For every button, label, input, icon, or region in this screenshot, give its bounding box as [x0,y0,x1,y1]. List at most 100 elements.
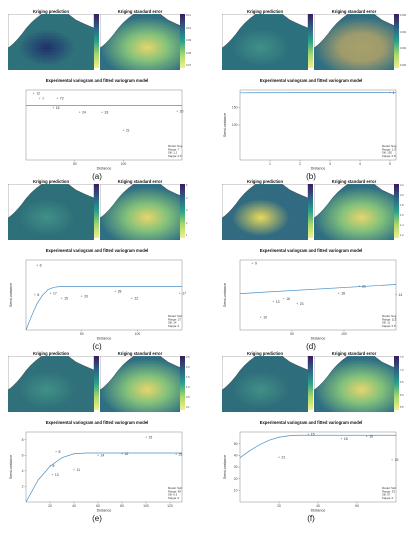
variogram-point-label: 14 [399,293,403,297]
model-legend-line: Kappa: 0.5 [382,154,396,158]
prediction-map-title: Kriging prediction [32,179,70,184]
variogram-point-label: 15 [64,297,68,301]
x-tick-label: 50 [73,162,77,166]
kriging-error-map: Kriging standard error [314,8,394,70]
x-tick-label: 50 [290,332,294,336]
color-scale-bar [308,356,313,410]
variogram-point-label: 15 [395,458,399,462]
prediction-map-title: Kriging prediction [246,351,284,356]
variogram-point: + [81,294,83,298]
subfigure-caption: (c) [92,342,102,351]
x-tick-label: 60 [96,504,100,508]
model-legend-line: Kappa: 0.5 [382,324,396,328]
prediction-map-title: Kriging prediction [246,179,284,184]
kriging-field [222,184,308,240]
color-scale-tick: 0.07 [186,64,192,67]
color-scale-tick: 0.03050 [400,14,406,17]
x-tick-label: 2 [299,162,301,166]
x-tick-label: 50 [80,332,84,336]
y-axis-label: Semi-variance [223,283,227,307]
color-scale-tick: 0.09 [186,39,192,42]
variogram-point: + [55,450,57,454]
variogram-point: + [33,92,35,96]
x-axis-label: Distance [97,509,112,513]
x-tick-label: 60 [355,504,359,508]
kriging-prediction-map: Kriging prediction [8,8,94,70]
x-tick-label: 80 [120,504,124,508]
variogram-point-label: 13 [276,300,280,304]
x-axis-label: Distance [311,509,326,513]
x-axis-label: Distance [311,167,326,171]
model-legend-line: Range: 48 [168,489,181,493]
color-scale-tick: 0.03030 [400,47,406,51]
variogram-point: + [366,435,368,439]
variogram-chart: Experimental variogram and fitted variog… [8,78,186,172]
color-scale: 2.2 2.0 1.8 1.6 1.4 1.2 [394,184,404,238]
variogram-chart: Experimental variogram and fitted variog… [8,248,186,342]
model-legend-line: Sill: 11 [382,321,391,325]
fitted-model-line [239,434,396,458]
kriging-error-map: Kriging standard error [314,350,394,412]
y-tick-label: 50 [234,442,238,446]
model-legend-line: Kappa: 0 [382,496,394,500]
color-scale-tick: 4 [186,196,188,200]
x-tick-label: 100 [341,332,347,336]
variogram-point: + [391,458,393,462]
plot-frame [239,431,397,503]
model-legend-line: Sill: 57 [382,493,391,497]
plot-frame [239,89,397,161]
color-scale: 5 4 3 2 1 [180,184,188,238]
kriging-field [8,14,94,70]
variogram-point: + [73,468,75,472]
variogram-point: + [145,435,147,439]
color-scale-tick: 0.5 [186,396,190,399]
model-legend-line: Range: 113 [382,317,397,321]
figure-panel: Kriging prediction 1.41.21.00.80.60.4 Krig… [222,178,404,351]
subfigure-caption: (f) [307,514,315,523]
plot-frame [239,259,397,331]
variogram-point-label: 22 [134,297,138,301]
color-scale: 7654321 [308,356,315,410]
color-scale-tick: 2.0 [186,366,190,369]
model-legend-line: Range: 27 [168,317,181,321]
variogram-point-label: 25 [179,453,183,457]
variogram-point: + [307,432,309,436]
variogram-point-label: 12 [36,92,40,96]
variogram-point-label: 8 [53,464,55,468]
variogram-point: + [36,264,38,268]
y-tick-label: 8 [22,438,24,442]
variogram-point-label: 13 [55,473,59,477]
color-scale-bar [94,356,99,410]
variogram-point: + [52,106,54,110]
x-tick-label: 100 [143,504,149,508]
color-scale-bar [394,14,399,68]
color-scale-tick: 1.8 [400,204,404,207]
color-scale-tick: 1 [186,234,188,237]
variogram-point-label: 23 [300,302,304,306]
variogram-point-label: 15 [311,432,315,436]
variogram-point: + [252,262,254,266]
variogram-chart: Experimental variogram and fitted variog… [222,248,403,342]
variogram-point: + [121,452,123,456]
color-scale: 43210 [94,184,101,238]
color-scale-tick: 1.0 [186,386,190,389]
variogram-plot: 50 100+ 9+ 16+ 13+ 23+ 18+ 21+ 14+ 10DistanceSemi… [223,259,403,341]
variogram-point-label: 21 [362,285,366,289]
variogram-point: + [97,453,99,457]
x-tick-label: 40 [72,504,76,508]
variogram-point-label: 28 [118,290,122,294]
x-tick-label: 20 [277,504,281,508]
model-legend-line: Range: 7 [168,147,180,151]
model-legend-line: Range: 33 [382,489,395,493]
subfigure-caption: (b) [306,172,316,181]
kriging-error-map: Kriging standard error [314,178,394,240]
variogram-point-label: 21 [282,456,286,460]
kriging-prediction-map: Kriging prediction [222,8,308,70]
model-legend-line: Sill: 14 [168,321,177,325]
color-scale: 0.11 0.10 0.09 0.08 0.07 [180,14,191,68]
x-tick-label: 40 [316,504,320,508]
color-scale-tick: 2.2 [400,184,404,187]
color-scale-tick: 0.11 [186,14,191,17]
